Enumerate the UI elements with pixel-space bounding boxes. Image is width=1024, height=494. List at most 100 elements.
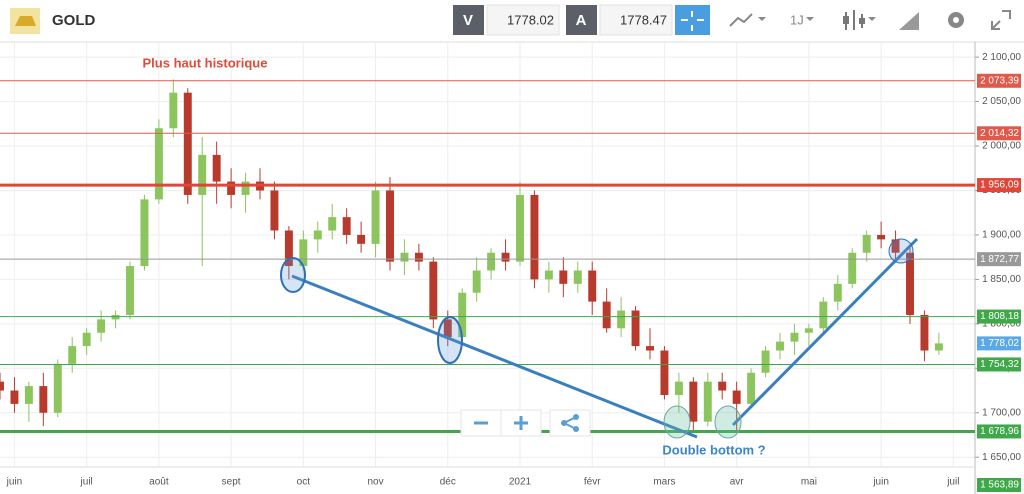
candle-body	[169, 92, 178, 129]
candle-body	[819, 301, 828, 329]
level-label: 2 014,32	[980, 128, 1019, 139]
x-tick-label: sept	[222, 477, 241, 488]
circle-mark	[714, 405, 742, 439]
settings-hole	[953, 17, 959, 23]
plot: juin juil août sept oct nov déc 2021 févr mars avr…	[0, 42, 1021, 494]
level-label: 1 872,77	[980, 254, 1019, 265]
level-badge	[977, 73, 1021, 88]
candle-body	[140, 199, 149, 267]
level-badge	[977, 309, 1021, 324]
x-tick-label: mai	[801, 477, 817, 488]
fullscreen-icon[interactable]	[991, 10, 1011, 30]
trend-line	[731, 237, 919, 427]
bid-badge[interactable]	[453, 5, 484, 35]
level-label: 1 563,89	[980, 480, 1019, 491]
candle-body	[429, 261, 438, 320]
x-tick-label: déc	[440, 477, 456, 488]
candle-body	[573, 270, 582, 284]
candle-body	[487, 252, 496, 271]
dropdown[interactable]	[868, 17, 876, 21]
crosshair-icon	[681, 11, 704, 31]
annotation: Plus haut historique	[143, 55, 268, 70]
x-tick-label: août	[149, 477, 169, 488]
candle-body	[501, 252, 510, 262]
ask-price: 1778.47	[620, 12, 667, 27]
drawing-icon[interactable]	[899, 12, 919, 30]
bid-box	[486, 4, 560, 36]
candles-icon-body	[859, 18, 865, 24]
symbol: GOLD	[52, 12, 95, 29]
dropdown[interactable]	[806, 17, 814, 21]
candle-body	[400, 252, 409, 262]
level-badge	[977, 424, 1021, 439]
candle-body	[39, 386, 48, 413]
candle-body	[198, 154, 207, 195]
level-badge	[977, 178, 1021, 193]
candle-body	[284, 230, 293, 267]
toolbar: GOLD V 1778.02 A 1778.47 1J	[0, 0, 1024, 43]
candle-body	[97, 319, 106, 333]
level-badge	[977, 357, 1021, 372]
candle-body	[544, 270, 553, 280]
candle-body	[906, 252, 914, 315]
level-badge	[977, 252, 1021, 267]
y-tick-label: 2 100,00	[982, 52, 1021, 63]
circle-mark	[280, 257, 306, 293]
y-tick-label: 1 650,00	[982, 452, 1021, 463]
period[interactable]: 1J	[790, 12, 804, 27]
plus-icon	[514, 416, 528, 430]
candle-body	[126, 266, 134, 315]
candle-body	[212, 154, 221, 182]
share-dot	[573, 414, 579, 420]
candle-body	[111, 314, 120, 320]
ask-badge[interactable]	[566, 5, 597, 35]
candle-body	[747, 372, 756, 404]
x-tick-label: oct	[297, 477, 311, 488]
x-tick-label: juin	[6, 477, 23, 488]
candle-body	[602, 301, 611, 329]
candle-body	[804, 328, 813, 333]
candle-body	[516, 194, 524, 262]
candle-body	[371, 190, 380, 244]
chart-type-icon[interactable]	[729, 13, 753, 27]
y-tick-label: 1 900,00	[982, 230, 1021, 241]
candle-body	[386, 190, 394, 262]
level-label: 1 678,96	[980, 426, 1019, 437]
drawings	[280, 237, 919, 439]
x-tick-label: nov	[367, 477, 383, 488]
candle-body	[328, 217, 337, 231]
x-tick-label: juil	[946, 477, 959, 488]
x-tick-label: juin	[872, 477, 889, 488]
trend-line	[291, 274, 698, 439]
circle-mark	[663, 405, 691, 439]
candle-body	[588, 270, 597, 302]
candle-body	[862, 234, 871, 253]
circle-mark	[437, 316, 463, 364]
candle-body	[443, 319, 452, 338]
candle-body	[934, 343, 943, 351]
level-label: 1 956,09	[980, 180, 1019, 191]
level-badge	[977, 478, 1021, 492]
share[interactable]	[549, 409, 591, 437]
zoom-controls	[460, 409, 591, 437]
candle-body	[660, 350, 669, 395]
level-label: 1 808,18	[980, 311, 1019, 322]
annotation: Double bottom ?	[662, 442, 765, 457]
candle-body	[10, 390, 19, 404]
candle-body	[270, 190, 279, 231]
level-label: 1 754,32	[980, 359, 1019, 370]
last-price-badge	[977, 336, 1021, 351]
candle-body	[559, 270, 568, 284]
candle-body	[342, 217, 351, 235]
candle-body	[689, 381, 698, 422]
ask-box	[599, 4, 673, 36]
y-tick-label: 2 000,00	[982, 141, 1021, 152]
candle-body	[458, 292, 467, 338]
candle-body	[718, 381, 727, 391]
dropdown[interactable]	[758, 17, 766, 21]
candle-body	[82, 332, 91, 347]
level-label: 2 073,39	[980, 75, 1019, 86]
candle-body	[227, 181, 236, 195]
level-badge	[977, 126, 1021, 141]
candle-body	[0, 381, 4, 391]
